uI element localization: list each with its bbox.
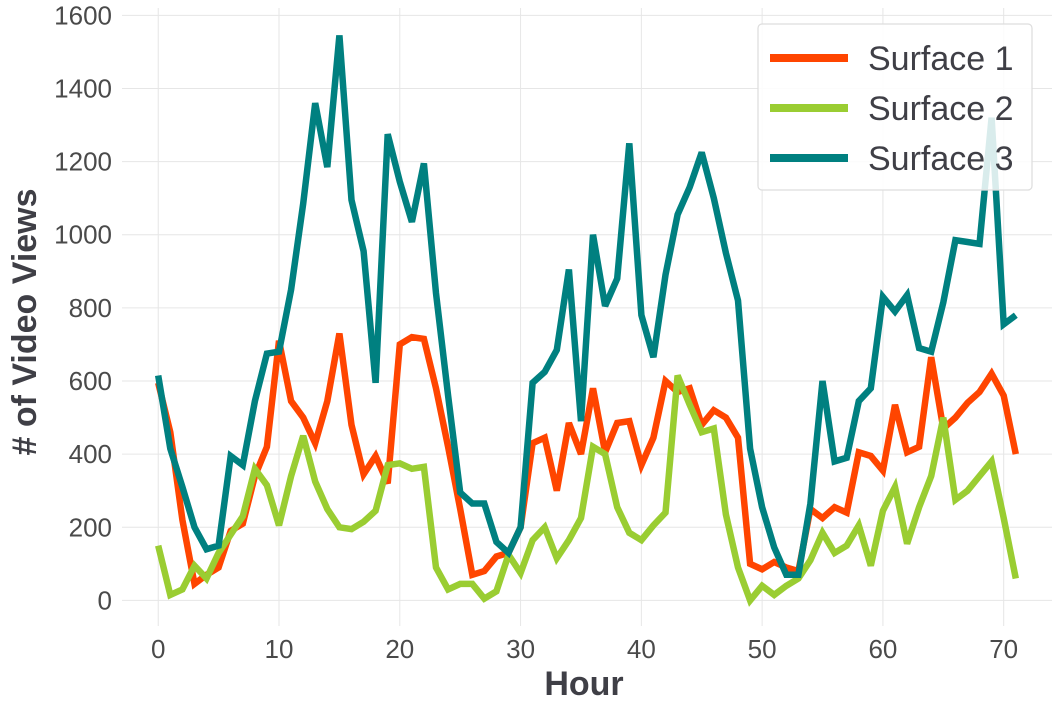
legend-label-surface-1: Surface 1 [868,40,1014,78]
x-tick-label: 50 [748,634,777,664]
x-axis-label: Hour [544,665,623,703]
y-tick-label: 1400 [54,73,112,103]
series-line-surface-1 [155,332,1019,590]
y-tick-label: 800 [69,293,112,323]
legend-box [757,23,1033,191]
legend: Surface 1 Surface 2 Surface 3 [757,23,1033,191]
x-tick-label: 60 [868,634,897,664]
y-axis-ticks: 0 200 400 600 800 1000 1200 1400 1600 [54,0,112,615]
y-axis-label: # of Video Views [6,188,44,455]
y-tick-label: 1000 [54,220,112,250]
y-tick-label: 0 [98,585,112,615]
y-tick-label: 1200 [54,147,112,177]
y-tick-label: 600 [69,366,112,396]
x-tick-label: 0 [151,634,165,664]
x-tick-label: 30 [506,634,535,664]
x-tick-label: 10 [265,634,294,664]
legend-label-surface-3: Surface 3 [868,140,1014,178]
series-line-surface-2 [155,374,1019,607]
x-axis-ticks: 0 10 20 30 40 50 60 70 [151,634,1018,664]
legend-label-surface-2: Surface 2 [868,90,1014,128]
x-tick-label: 20 [385,634,414,664]
series-lines [154,35,1019,607]
x-tick-label: 70 [989,634,1018,664]
y-tick-label: 200 [69,512,112,542]
y-tick-label: 400 [69,439,112,469]
series-line-surface-3 [154,35,1018,579]
x-tick-label: 40 [627,634,656,664]
y-tick-label: 1600 [54,0,112,30]
